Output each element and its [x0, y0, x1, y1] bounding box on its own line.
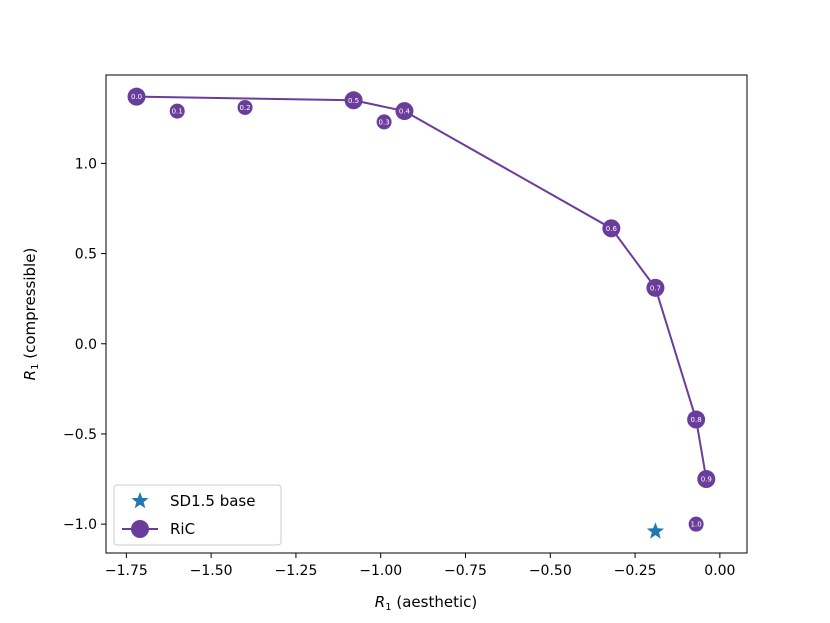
y-tick-label: −1.0 — [63, 517, 97, 533]
y-tick-label: 0.0 — [75, 337, 97, 353]
ric-point — [602, 219, 621, 238]
ric-point-label: 0.6 — [606, 225, 618, 233]
ric-point — [395, 102, 414, 121]
legend-label-sd15-base: SD1.5 base — [170, 492, 255, 510]
legend-marker-sd15-base — [131, 492, 149, 509]
x-tick-label: −1.25 — [274, 563, 317, 579]
ric-point-label: 0.2 — [239, 104, 250, 112]
ric-point — [127, 87, 146, 106]
ric-point-label: 0.1 — [172, 108, 183, 116]
ric-point — [344, 91, 363, 110]
legend: SD1.5 base RiC — [113, 484, 282, 546]
x-tick-label: −0.25 — [614, 563, 657, 579]
x-tick-label: 0.00 — [704, 563, 735, 579]
y-tick-label: −0.5 — [63, 427, 97, 443]
x-tick-label: −1.75 — [105, 563, 148, 579]
ric-point — [697, 470, 716, 489]
x-tick-label: −0.50 — [529, 563, 572, 579]
y-tick-label: 0.5 — [75, 247, 97, 263]
y-axis-label: R1 (compressible) — [21, 248, 41, 381]
x-tick-label: −1.50 — [190, 563, 233, 579]
ric-point-label: 0.7 — [650, 284, 661, 292]
ric-point-label: 0.0 — [131, 93, 142, 101]
ric-point-label: 0.5 — [348, 97, 359, 105]
ric-point-label: 0.9 — [701, 476, 712, 484]
x-tick-label: −1.00 — [359, 563, 402, 579]
y-axis: −1.0 −0.5 0.0 0.5 1.0 — [63, 156, 106, 533]
ric-point — [687, 410, 706, 429]
axes-frame — [105, 74, 748, 554]
ric-point-label: 0.4 — [399, 108, 411, 116]
legend-label-ric: RiC — [170, 520, 195, 538]
ric-point — [169, 103, 185, 119]
ric-point-label: 0.8 — [691, 416, 702, 424]
y-tick-label: 1.0 — [75, 156, 97, 172]
ric-point — [688, 516, 704, 532]
ric-point — [237, 99, 253, 115]
ric-point-label: 0.3 — [379, 118, 390, 126]
x-tick-label: −0.75 — [444, 563, 487, 579]
ric-point — [376, 114, 392, 130]
ric-point-label: 1.0 — [691, 521, 702, 529]
x-axis-label: R1 (aesthetic) — [375, 593, 477, 613]
plot-area: 0.0 0.1 0.2 0.3 0.4 0.5 0.6 0.7 0.8 0.9 1.0 — [127, 87, 716, 539]
x-axis: −1.75 −1.50 −1.25 −1.00 −0.75 −0.50 −0.25 0.00 — [105, 553, 735, 579]
legend-marker-ric — [131, 520, 149, 538]
ric-point — [646, 278, 665, 297]
sd15-base-point — [646, 522, 664, 539]
